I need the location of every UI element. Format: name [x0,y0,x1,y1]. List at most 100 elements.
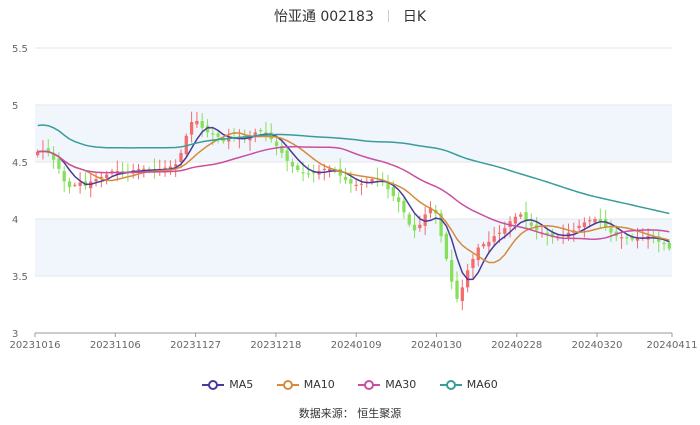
candle-body [667,242,671,249]
candle-body [418,224,422,229]
candle-body [630,236,634,240]
legend-item-ma5[interactable]: MA5 [202,378,253,391]
candle-body [274,141,279,147]
candle-body [168,166,173,170]
y-tick-label: 3 [12,329,18,340]
candle-body [285,150,289,161]
candle-body [179,152,183,162]
ma10-line [37,132,670,264]
candle-body [455,280,459,299]
candle-body [550,232,555,238]
x-tick-label: 20231016 [10,340,61,351]
ma60-line [37,124,670,215]
grid-band [35,219,672,276]
legend-label-ma10: MA10 [303,378,335,391]
x-tick-label: 20240228 [491,340,542,351]
candle-body [428,207,433,214]
y-tick-label: 4.5 [12,158,28,169]
candle-body [476,247,480,261]
x-tick-label: 20231106 [90,340,141,351]
candle-body [343,176,348,181]
candle-body [577,225,581,229]
candle-body [253,132,257,136]
candle-body [322,168,326,170]
candle-body [407,214,411,225]
candle-body [227,139,231,142]
candle-body [524,212,528,222]
candle-body [62,171,66,182]
stock-name: 怡亚通 002183 [273,9,374,25]
candle-body [67,181,72,188]
candle-body [195,120,199,125]
candle-body [306,173,311,175]
x-tick-label: 20231127 [170,340,221,351]
title-divider [387,10,389,22]
candle-body [386,182,390,190]
candle-body [359,183,364,185]
candle-body [258,130,263,132]
candle-body [280,146,284,153]
candle-body [481,244,486,247]
candle-body [593,219,597,223]
candle-body [402,200,406,213]
candle-body [450,260,454,282]
y-tick-label: 5.5 [12,44,28,55]
candle-body [174,164,178,167]
candle-body [545,232,549,235]
candle-body [290,162,295,167]
candle-body [519,214,523,217]
candle-body [46,148,50,153]
candle-body [327,168,332,172]
candle-body [635,238,640,241]
candle-body [312,172,316,174]
candle-body [126,171,130,173]
legend: MA5 MA10 MA30 MA60 [0,378,700,393]
legend-swatch-ma60 [439,379,462,390]
candle-body [460,287,464,302]
legend-item-ma30[interactable]: MA30 [358,378,416,391]
candle-body [51,154,56,160]
candle-body [412,224,417,231]
y-tick-label: 5 [12,101,18,112]
candle-body [529,222,533,226]
candle-body [604,219,608,227]
candle-body [184,135,188,155]
candle-body [36,151,40,156]
candle-body [57,158,61,169]
period-label: 日K [402,9,427,25]
candle-body [588,220,592,222]
candle-body [625,237,629,239]
ma30-line [37,146,670,241]
x-tick-label: 20240411 [647,340,698,351]
legend-item-ma10[interactable]: MA10 [276,378,335,391]
candle-body [444,233,449,259]
candle-body [73,184,77,186]
candle-body [487,241,491,247]
candle-body [105,174,109,178]
y-tick-label: 3.5 [12,272,28,283]
legend-label-ma30: MA30 [385,378,417,391]
candle-body [508,221,512,227]
candle-body [264,132,268,134]
legend-swatch-ma30 [358,379,381,390]
ma5-line [37,126,670,281]
y-tick-label: 4 [12,215,18,226]
candle-body [99,176,103,178]
candle-body [370,179,374,183]
candle-body [609,228,613,233]
candle-body [205,125,210,133]
legend-swatch-ma5 [202,379,225,390]
candle-body [396,197,401,202]
legend-item-ma60[interactable]: MA60 [439,378,498,391]
legend-label-ma5: MA5 [229,378,254,391]
legend-swatch-ma10 [276,379,299,390]
candle-body [354,184,358,186]
candle-body [94,179,98,182]
candle-body [349,179,353,184]
candle-body [619,237,624,239]
x-tick-label: 20240130 [411,340,462,351]
candle-body [211,133,215,135]
x-tick-label: 20240320 [572,340,623,351]
candle-body [471,258,475,269]
chart-title: 怡亚通 002183 日K [0,6,700,26]
